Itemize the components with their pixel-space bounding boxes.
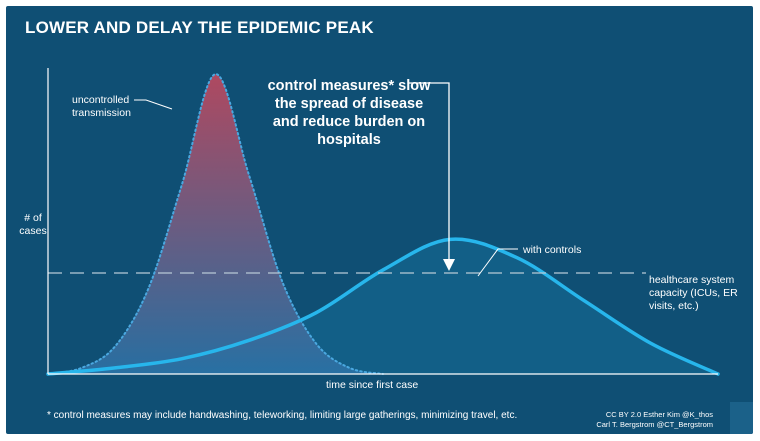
capacity-label: healthcare system capacity (ICUs, ER vis… — [649, 274, 738, 312]
callout-arrow-line — [408, 82, 450, 261]
credit-line: Carl T. Bergstrom @CT_Bergstrom — [596, 419, 713, 429]
series-line-with-controls — [46, 237, 720, 376]
x-axis-label: time since first case — [326, 379, 419, 391]
y-axis-label: # of cases — [19, 212, 47, 237]
leader-with-controls — [477, 248, 518, 277]
chart-canvas — [46, 68, 753, 434]
chart-title: LOWER AND DELAY THE EPIDEMIC PEAK — [25, 18, 374, 37]
series-label-with-controls: with controls — [523, 244, 582, 256]
series-label-uncontrolled: uncontrolled transmission — [72, 94, 131, 119]
callout-arrow-head — [443, 259, 455, 271]
credit-line: CC BY 2.0 Esther Kim @K_thos — [605, 410, 713, 419]
corner-logo — [730, 402, 753, 434]
chart-panel: LOWER AND DELAY THE EPIDEMIC PEAK # of c… — [6, 6, 753, 434]
series-area-with-controls — [48, 239, 718, 374]
credits: CC BY 2.0 Esther Kim @K_thos Carl T. Ber… — [596, 410, 713, 429]
callout-text: control measures* slow the spread of dis… — [267, 78, 431, 148]
series-area-uncontrolled — [48, 74, 383, 375]
footnote: * control measures may include handwashi… — [47, 410, 518, 421]
series-line-uncontrolled — [47, 73, 384, 375]
leader-uncontrolled — [134, 99, 173, 110]
